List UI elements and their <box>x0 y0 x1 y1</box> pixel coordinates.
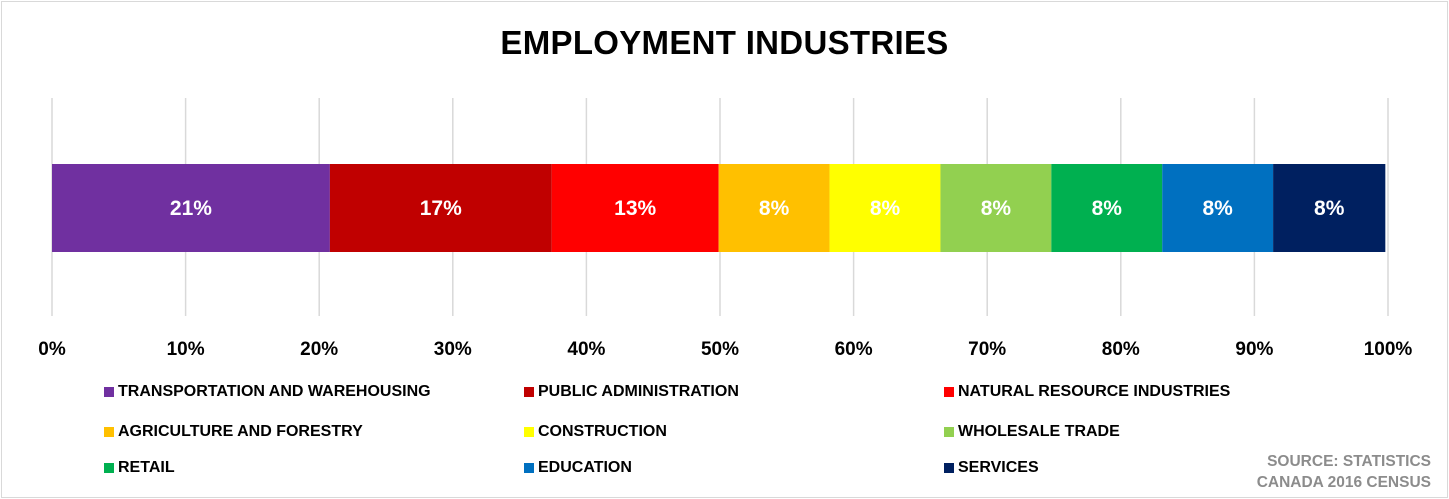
legend-label: EDUCATION <box>538 459 632 476</box>
x-tick-label: 0% <box>38 339 66 360</box>
legend-item: RETAIL <box>104 459 175 477</box>
legend-label: PUBLIC ADMINISTRATION <box>538 383 739 400</box>
bar-segment <box>1273 164 1386 252</box>
source-line-2: CANADA 2016 CENSUS <box>1256 474 1431 491</box>
x-tick-label: 70% <box>968 339 1006 360</box>
legend-label: AGRICULTURE AND FORESTRY <box>118 423 363 440</box>
legend-item: PUBLIC ADMINISTRATION <box>524 383 739 401</box>
legend-swatch <box>524 463 534 473</box>
legend-label: WHOLESALE TRADE <box>958 423 1120 440</box>
legend-swatch <box>524 387 534 397</box>
source-line-1: SOURCE: STATISTICS <box>1267 453 1431 470</box>
bar-segment <box>1162 164 1274 252</box>
bar-segments <box>52 164 1386 252</box>
x-tick-labels: 0% 10% 20% 30% 40% 50% 60% 70% 80% 90% 100% <box>38 339 1412 360</box>
data-label: 8% <box>1092 197 1123 220</box>
bar-segment <box>829 164 941 252</box>
x-tick-label: 20% <box>300 339 338 360</box>
x-tick-label: 50% <box>701 339 739 360</box>
legend-swatch <box>104 427 114 437</box>
chart-plot: 21% 17% 13% 8% 8% 8% 8% 8% 8% 0% 10% 20% 30% 40% 50% 6… <box>38 98 1412 360</box>
x-tick-label: 30% <box>434 339 472 360</box>
legend-swatch <box>944 463 954 473</box>
legend-swatch <box>104 463 114 473</box>
legend-item: CONSTRUCTION <box>524 423 667 441</box>
x-tick-label: 100% <box>1364 339 1413 360</box>
x-tick-label: 80% <box>1102 339 1140 360</box>
legend-swatch <box>524 427 534 437</box>
source-note: SOURCE: STATISTICS CANADA 2016 CENSUS <box>1257 451 1431 493</box>
bar-segment <box>329 164 552 252</box>
bar-segment <box>940 164 1052 252</box>
x-tick-label: 60% <box>835 339 873 360</box>
data-label: 13% <box>614 197 656 220</box>
data-label: 8% <box>759 197 790 220</box>
data-label: 17% <box>420 197 462 220</box>
legend-item: EDUCATION <box>524 459 632 477</box>
data-label: 8% <box>1202 197 1233 220</box>
bar-segment <box>1051 164 1163 252</box>
legend-item: WHOLESALE TRADE <box>944 423 1120 441</box>
x-tick-label: 40% <box>567 339 605 360</box>
legend-swatch <box>104 387 114 397</box>
x-tick-label: 90% <box>1235 339 1273 360</box>
x-tick-label: 10% <box>167 339 205 360</box>
legend-swatch <box>944 387 954 397</box>
bar-segment <box>52 164 330 252</box>
data-label: 8% <box>1314 197 1345 220</box>
legend-item: AGRICULTURE AND FORESTRY <box>104 423 363 441</box>
bar-segment <box>718 164 830 252</box>
legend-label: TRANSPORTATION AND WAREHOUSING <box>118 383 431 400</box>
data-label: 8% <box>981 197 1012 220</box>
legend-label: SERVICES <box>958 459 1039 476</box>
chart-title: EMPLOYMENT INDUSTRIES <box>500 24 949 61</box>
bar-segment <box>551 164 719 252</box>
legend-swatch <box>944 427 954 437</box>
data-label: 8% <box>870 197 901 220</box>
legend-item: TRANSPORTATION AND WAREHOUSING <box>104 383 431 401</box>
legend-item: NATURAL RESOURCE INDUSTRIES <box>944 383 1230 401</box>
legend-label: RETAIL <box>118 459 175 476</box>
legend-label: CONSTRUCTION <box>538 423 667 440</box>
data-labels: 21% 17% 13% 8% 8% 8% 8% 8% 8% <box>170 197 1345 220</box>
legend-label: NATURAL RESOURCE INDUSTRIES <box>958 383 1231 400</box>
legend-item: SERVICES <box>944 459 1039 477</box>
data-label: 21% <box>170 197 212 220</box>
